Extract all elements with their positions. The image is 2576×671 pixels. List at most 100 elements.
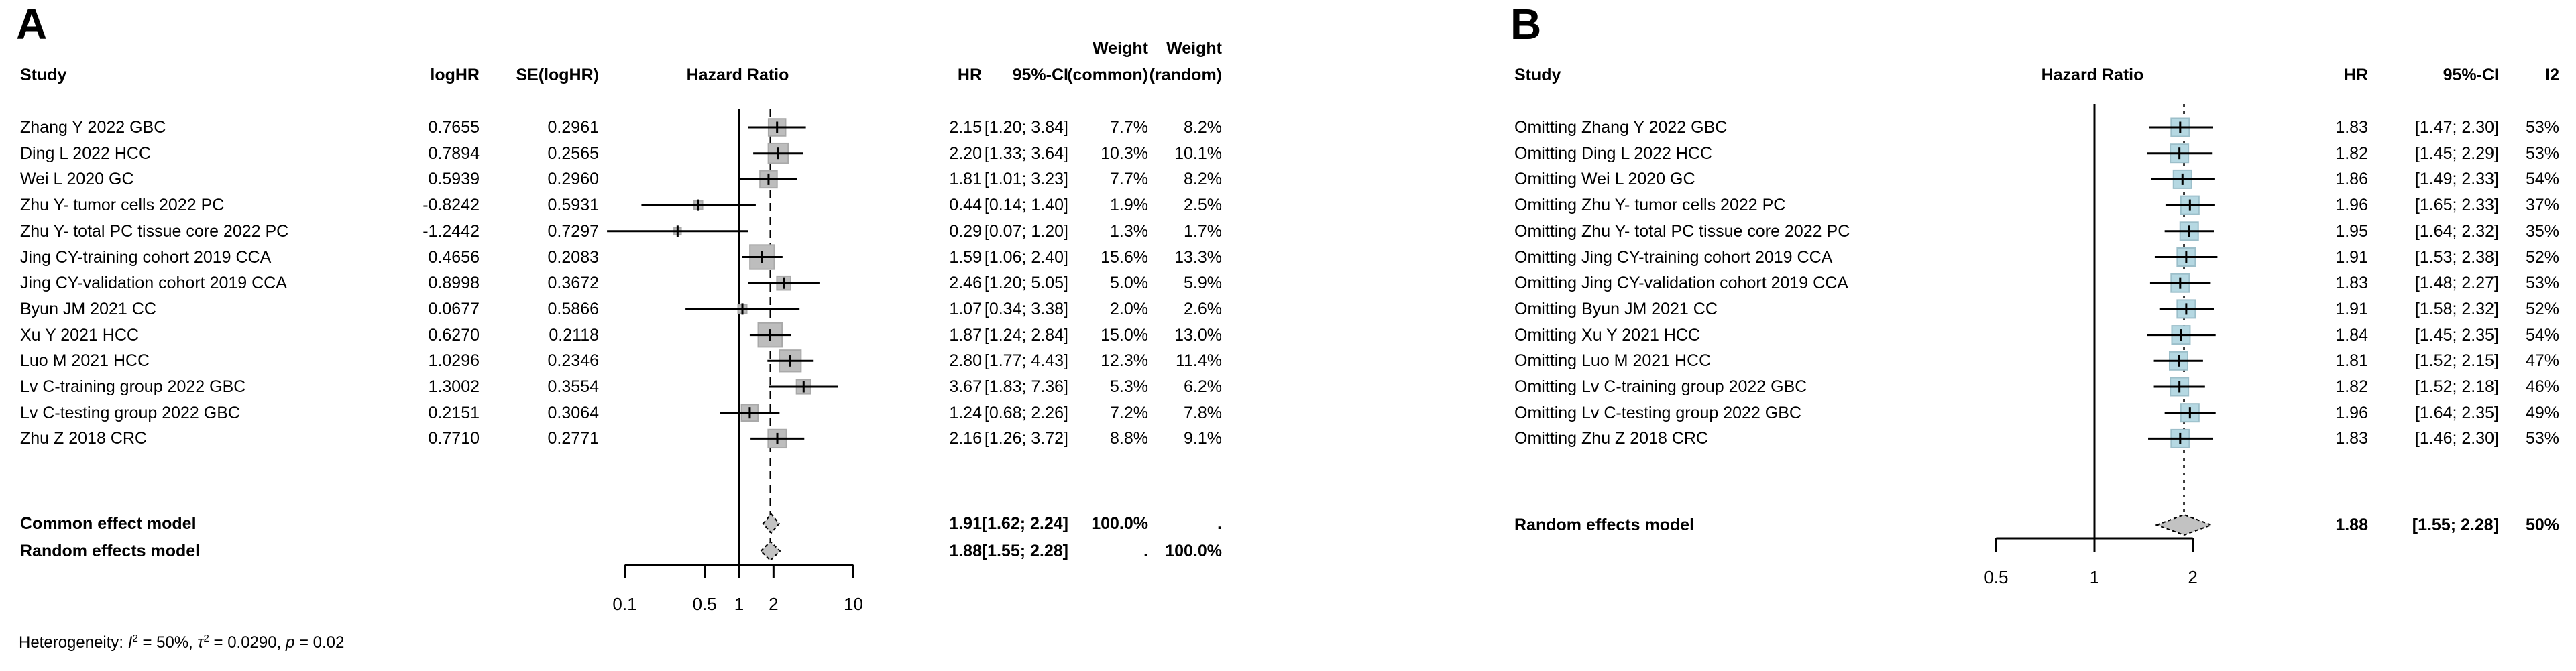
cell-ci_text: [1.49; 2.33] bbox=[2414, 170, 2499, 189]
cell-w_common: 7.7% bbox=[1110, 170, 1148, 189]
cell-ci_text: [1.20; 5.05] bbox=[984, 273, 1068, 293]
summary-hr_text: 1.91 bbox=[949, 514, 982, 533]
cell-study: Omitting Ding L 2022 HCC bbox=[1514, 143, 1713, 163]
het-tau-symbol: τ bbox=[197, 633, 204, 652]
cell-hr_text: 2.16 bbox=[949, 429, 982, 448]
panel-a-header-loghr: logHR bbox=[430, 66, 480, 84]
cell-hr_text: 1.81 bbox=[949, 170, 982, 189]
cell-ci_text: [1.52; 2.18] bbox=[2414, 377, 2499, 396]
cell-i2: 35% bbox=[2525, 221, 2559, 241]
cell-loghr: 0.6270 bbox=[428, 325, 480, 345]
panel-a-letter: A bbox=[16, 0, 48, 48]
cell-ci_text: [1.33; 3.64] bbox=[984, 143, 1068, 163]
cell-w_random: 7.8% bbox=[1184, 403, 1222, 422]
cell-hr_text: 1.96 bbox=[2335, 196, 2368, 215]
cell-w_common: 15.6% bbox=[1101, 247, 1148, 267]
cell-hr_text: 1.83 bbox=[2335, 273, 2368, 293]
panel-b-header-hr: HR bbox=[2343, 66, 2368, 84]
cell-loghr: 0.7655 bbox=[428, 118, 480, 137]
panel-a-header-study: Study bbox=[20, 66, 67, 84]
cell-w_random: 11.4% bbox=[1175, 351, 1222, 371]
panel-b-header-study: Study bbox=[1514, 66, 1561, 84]
cell-hr_text: 2.15 bbox=[949, 118, 982, 137]
het-tau-sup: 2 bbox=[203, 633, 209, 644]
summary-ci_text: [1.55; 2.28] bbox=[981, 542, 1068, 560]
cell-ci_text: [1.52; 2.15] bbox=[2414, 351, 2499, 371]
cell-study: Omitting Jing CY-validation cohort 2019 … bbox=[1514, 273, 1848, 293]
x-axis-tick-label: 2 bbox=[2188, 567, 2198, 587]
cell-se: 0.2565 bbox=[547, 143, 599, 163]
panel-b-header-ci2: 95%-CI bbox=[2443, 66, 2499, 84]
cell-loghr: -1.2442 bbox=[423, 221, 480, 241]
cell-w_common: 10.3% bbox=[1101, 143, 1148, 163]
cell-study: Zhu Y- total PC tissue core 2022 PC bbox=[20, 221, 289, 241]
cell-study: Omitting Zhang Y 2022 GBC bbox=[1514, 118, 1728, 137]
cell-w_common: 1.3% bbox=[1110, 221, 1148, 241]
cell-study: Wei L 2020 GC bbox=[20, 170, 134, 189]
cell-hr_text: 0.29 bbox=[949, 221, 982, 241]
cell-i2: 53% bbox=[2525, 429, 2559, 448]
cell-ci_text: [1.47; 2.30] bbox=[2414, 118, 2499, 137]
cell-study: Zhu Y- tumor cells 2022 PC bbox=[20, 196, 225, 215]
cell-loghr: 1.3002 bbox=[428, 377, 480, 396]
cell-study: Omitting Zhu Y- total PC tissue core 202… bbox=[1514, 221, 1850, 241]
summary-ci_text: [1.62; 2.24] bbox=[981, 514, 1068, 533]
cell-loghr: 0.7894 bbox=[428, 143, 480, 163]
cell-study: Omitting Zhu Y- tumor cells 2022 PC bbox=[1514, 196, 1786, 215]
summary-diamond bbox=[2154, 513, 2214, 536]
cell-w_random: 6.2% bbox=[1184, 377, 1222, 396]
cell-study: Jing CY-validation cohort 2019 CCA bbox=[20, 273, 287, 293]
panel-a-header-hr: HR bbox=[957, 66, 982, 84]
cell-se: 0.3064 bbox=[547, 403, 599, 422]
cell-hr_text: 1.07 bbox=[949, 299, 982, 318]
cell-i2: 53% bbox=[2525, 143, 2559, 163]
panel-a-header-weight-common-bottom: (common) bbox=[1067, 66, 1148, 84]
cell-study: Omitting Lv C-testing group 2022 GBC bbox=[1514, 403, 1801, 422]
cell-study: Ding L 2022 HCC bbox=[20, 143, 152, 163]
cell-ci_text: [1.26; 3.72] bbox=[984, 429, 1068, 448]
cell-i2: 47% bbox=[2525, 351, 2559, 371]
cell-study: Zhu Z 2018 CRC bbox=[20, 429, 147, 448]
cell-hr_text: 1.95 bbox=[2335, 221, 2368, 241]
cell-study: Omitting Byun JM 2021 CC bbox=[1514, 299, 1718, 318]
cell-hr_text: 1.86 bbox=[2335, 170, 2368, 189]
summary-ci_text: [1.55; 2.28] bbox=[2412, 515, 2499, 534]
cell-w_random: 5.9% bbox=[1184, 273, 1222, 293]
cell-loghr: 0.7710 bbox=[428, 429, 480, 448]
cell-loghr: 0.5939 bbox=[428, 170, 480, 189]
cell-se: 0.3672 bbox=[547, 273, 599, 293]
cell-study: Lv C-testing group 2022 GBC bbox=[20, 403, 240, 422]
cell-w_common: 2.0% bbox=[1110, 299, 1148, 318]
cell-w_random: 8.2% bbox=[1184, 170, 1222, 189]
cell-w_random: 1.7% bbox=[1184, 221, 1222, 241]
cell-w_random: 9.1% bbox=[1184, 429, 1222, 448]
cell-loghr: 0.8998 bbox=[428, 273, 480, 293]
summary-w_common: . bbox=[1143, 542, 1148, 560]
cell-hr_text: 1.83 bbox=[2335, 118, 2368, 137]
heterogeneity-footnote: Heterogeneity: I2 = 50%, τ2 = 0.0290, p … bbox=[19, 633, 344, 655]
cell-w_common: 12.3% bbox=[1101, 351, 1148, 371]
x-axis-tick-label: 0.5 bbox=[1984, 567, 2009, 587]
x-axis-tick-label: 0.1 bbox=[612, 594, 637, 614]
cell-ci_text: [0.07; 1.20] bbox=[984, 221, 1068, 241]
panel-a-header-weight-random-top: Weight bbox=[1166, 39, 1222, 58]
cell-w_common: 5.0% bbox=[1110, 273, 1148, 293]
panel-b-header-i2: I2 bbox=[2545, 66, 2559, 84]
het-p-rest: = 0.02 bbox=[294, 633, 345, 652]
het-i-sup: 2 bbox=[132, 633, 138, 644]
cell-hr_text: 1.83 bbox=[2335, 429, 2368, 448]
cell-study: Zhang Y 2022 GBC bbox=[20, 118, 166, 137]
cell-w_random: 2.6% bbox=[1184, 299, 1222, 318]
het-i-symbol: I bbox=[127, 633, 133, 652]
cell-se: 0.3554 bbox=[547, 377, 599, 396]
cell-hr_text: 3.67 bbox=[949, 377, 982, 396]
cell-se: 0.2771 bbox=[547, 429, 599, 448]
panel-a-header-ci: 95%-CI bbox=[1012, 66, 1068, 84]
cell-se: 0.2118 bbox=[549, 325, 599, 345]
cell-i2: 54% bbox=[2525, 170, 2559, 189]
cell-w_random: 13.0% bbox=[1174, 325, 1222, 345]
cell-hr_text: 1.24 bbox=[949, 403, 982, 422]
cell-ci_text: [0.68; 2.26] bbox=[984, 403, 1068, 422]
x-axis-tick-label: 10 bbox=[844, 594, 863, 614]
cell-ci_text: [1.83; 7.36] bbox=[984, 377, 1068, 396]
